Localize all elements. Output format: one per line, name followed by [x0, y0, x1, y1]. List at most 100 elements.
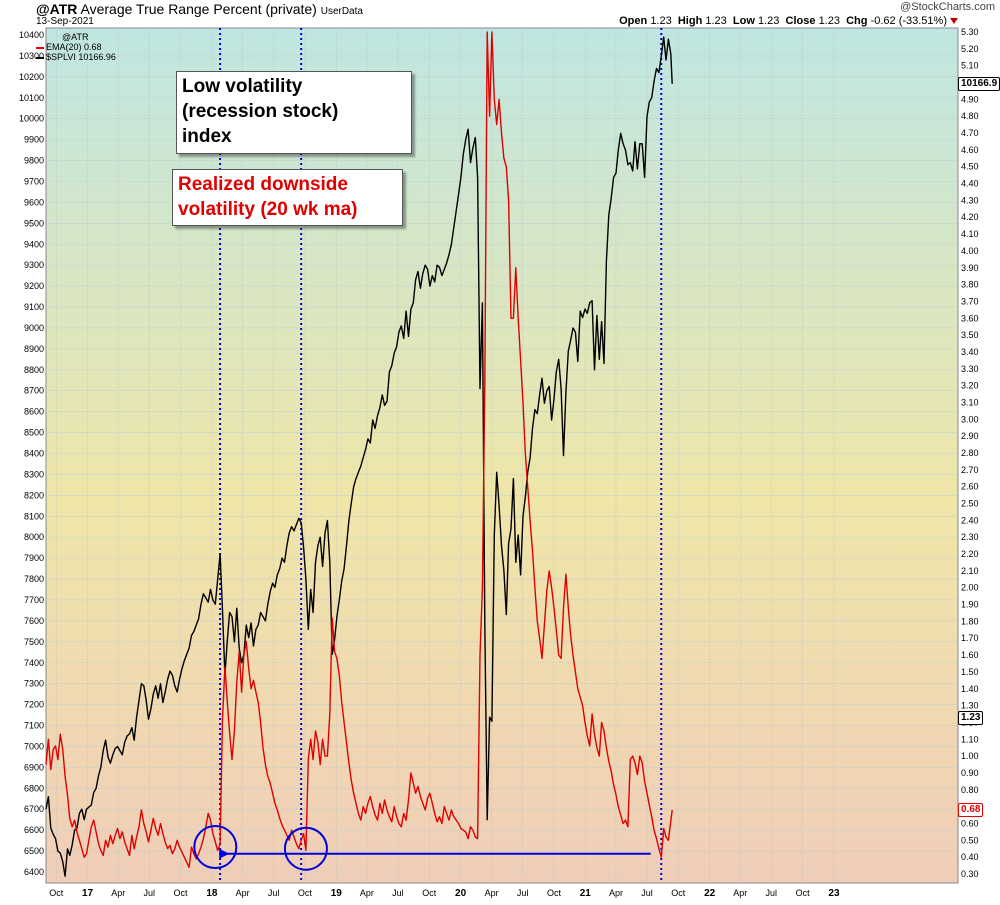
- left-axis-tick-label: 8000: [24, 532, 44, 542]
- right-axis-tick-label: 2.30: [961, 532, 979, 542]
- splvi-series-line: [45, 36, 673, 877]
- x-axis-tick-label: Jul: [143, 888, 155, 898]
- x-axis-tick-label: Jul: [766, 888, 778, 898]
- left-axis-tick-label: 9800: [24, 156, 44, 166]
- right-axis-tick-label: 4.00: [961, 246, 979, 256]
- close-label: Close: [785, 15, 816, 27]
- left-axis-tick-label: 9900: [24, 135, 44, 145]
- right-axis-tick-label: 1.50: [961, 667, 979, 677]
- right-axis-tick-label: 0.80: [961, 785, 979, 795]
- open-value: 1.23: [650, 15, 672, 27]
- left-axis-tick-label: 9400: [24, 239, 44, 249]
- right-axis-tick-label: 1.00: [961, 751, 979, 761]
- left-axis-tick-label: 8900: [24, 344, 44, 354]
- chg-label: Chg: [846, 15, 868, 27]
- legend-item-splvi: $SPLVI 10166.96: [36, 52, 116, 62]
- left-axis-tick-label: 9600: [24, 197, 44, 207]
- left-axis-tick-label: 7000: [24, 741, 44, 751]
- right-axis-tick-label: 2.20: [961, 549, 979, 559]
- symbol-description: Average True Range Percent (private): [80, 1, 317, 17]
- chg-value: -0.62 (-33.51%): [870, 15, 947, 27]
- right-axis-tick-label: 2.60: [961, 482, 979, 492]
- right-axis-tick-label: 0.60: [961, 818, 979, 828]
- right-axis-tick-label: 1.70: [961, 633, 979, 643]
- left-axis-tick-label: 8100: [24, 511, 44, 521]
- right-axis-tick-label: 1.30: [961, 701, 979, 711]
- stockcharts-credit: @StockCharts.com: [900, 1, 995, 13]
- right-axis-tick-label: 4.40: [961, 179, 979, 189]
- low-value: 1.23: [757, 15, 780, 27]
- right-axis-tick-label: 1.90: [961, 600, 979, 610]
- x-axis-tick-label: Oct: [174, 888, 189, 898]
- legend-label: $SPLVI 10166.96: [46, 52, 116, 62]
- right-axis-tick-label: 3.10: [961, 397, 979, 407]
- annotation-realized-downside: Realized downside volatility (20 wk ma): [172, 169, 403, 226]
- right-axis-tick-label: 0.30: [961, 869, 979, 879]
- x-axis-tick-label: 18: [206, 888, 218, 899]
- left-axis-tick-label: 7500: [24, 637, 44, 647]
- right-axis-tick-label: 2.90: [961, 431, 979, 441]
- annotation-line: index: [182, 126, 232, 147]
- x-axis-tick-label: 22: [704, 888, 716, 899]
- ohlc-readout: Open 1.23 High 1.23 Low 1.23 Close 1.23 …: [619, 15, 958, 27]
- right-axis-tick-label: 1.60: [961, 650, 979, 660]
- right-axis-tick-label: 1.40: [961, 684, 979, 694]
- right-axis-tick-label: 2.40: [961, 515, 979, 525]
- high-label: High: [677, 15, 703, 27]
- right-axis-tick-label: 5.30: [961, 27, 979, 37]
- left-axis-tick-label: 8800: [24, 365, 44, 375]
- left-axis-tick-label: 6700: [24, 804, 44, 814]
- left-axis-tick-label: 7200: [24, 700, 44, 710]
- x-axis-tick-label: Oct: [422, 888, 437, 898]
- annotation-low-volatility: Low volatility (recession stock) index: [176, 71, 412, 154]
- left-axis-tick-label: 7900: [24, 553, 44, 563]
- right-axis-tick-label: 0.40: [961, 852, 979, 862]
- right-axis-tick-label: 3.80: [961, 280, 979, 290]
- right-axis-tick-label: 4.80: [961, 111, 979, 121]
- legend-swatch-icon: [36, 56, 44, 59]
- annotation-line: volatility (20 wk ma): [178, 199, 358, 220]
- close-value: 1.23: [818, 15, 840, 27]
- left-axis-tick-label: 8600: [24, 407, 44, 417]
- x-axis-tick-label: Jul: [641, 888, 653, 898]
- left-axis-tick-label: 6400: [24, 867, 44, 877]
- right-axis-tick-label: 3.90: [961, 263, 979, 273]
- left-axis-tick-label: 6600: [24, 825, 44, 835]
- x-axis-tick-label: 21: [580, 888, 592, 899]
- right-axis-tick-label: 4.20: [961, 212, 979, 222]
- x-axis-tick-label: Oct: [796, 888, 811, 898]
- open-label: Open: [619, 15, 648, 27]
- left-axis-tick-label: 7400: [24, 658, 44, 668]
- left-axis-tick-label: 6800: [24, 783, 44, 793]
- left-axis-tick-label: 9500: [24, 218, 44, 228]
- x-axis-tick-label: Apr: [360, 888, 374, 898]
- x-axis-tick-label: 19: [331, 888, 343, 899]
- x-axis-tick-label: 23: [828, 888, 840, 899]
- right-axis-tick-label: 3.40: [961, 347, 979, 357]
- left-axis-tick-label: 10100: [19, 93, 44, 103]
- left-axis-tick-label: 8200: [24, 490, 44, 500]
- left-axis-tick-label: 8500: [24, 428, 44, 438]
- x-axis-tick-label: Jul: [392, 888, 404, 898]
- left-axis-tick-label: 9200: [24, 281, 44, 291]
- right-axis-tick-label: 4.60: [961, 145, 979, 155]
- x-axis-tick-label: Oct: [49, 888, 64, 898]
- left-axis-tick-label: 9300: [24, 260, 44, 270]
- circle-highlight: [193, 825, 238, 870]
- left-axis-tick-label: 10300: [19, 51, 44, 61]
- annotation-line: Low volatility: [182, 76, 303, 97]
- down-arrow-icon: [950, 18, 958, 25]
- left-axis-tick-label: 8400: [24, 449, 44, 459]
- left-axis-tick-label: 9100: [24, 302, 44, 312]
- symbol-label: @ATR: [36, 1, 78, 17]
- x-axis-tick-label: 17: [82, 888, 94, 899]
- right-axis-tick-label: 0.90: [961, 768, 979, 778]
- left-axis-tick-label: 10000: [19, 114, 44, 124]
- right-axis-tick-label: 4.10: [961, 229, 979, 239]
- right-axis-tick-label: 2.50: [961, 499, 979, 509]
- x-axis-tick-label: Oct: [547, 888, 562, 898]
- x-axis-tick-label: Apr: [609, 888, 623, 898]
- left-axis-tick-label: 7700: [24, 595, 44, 605]
